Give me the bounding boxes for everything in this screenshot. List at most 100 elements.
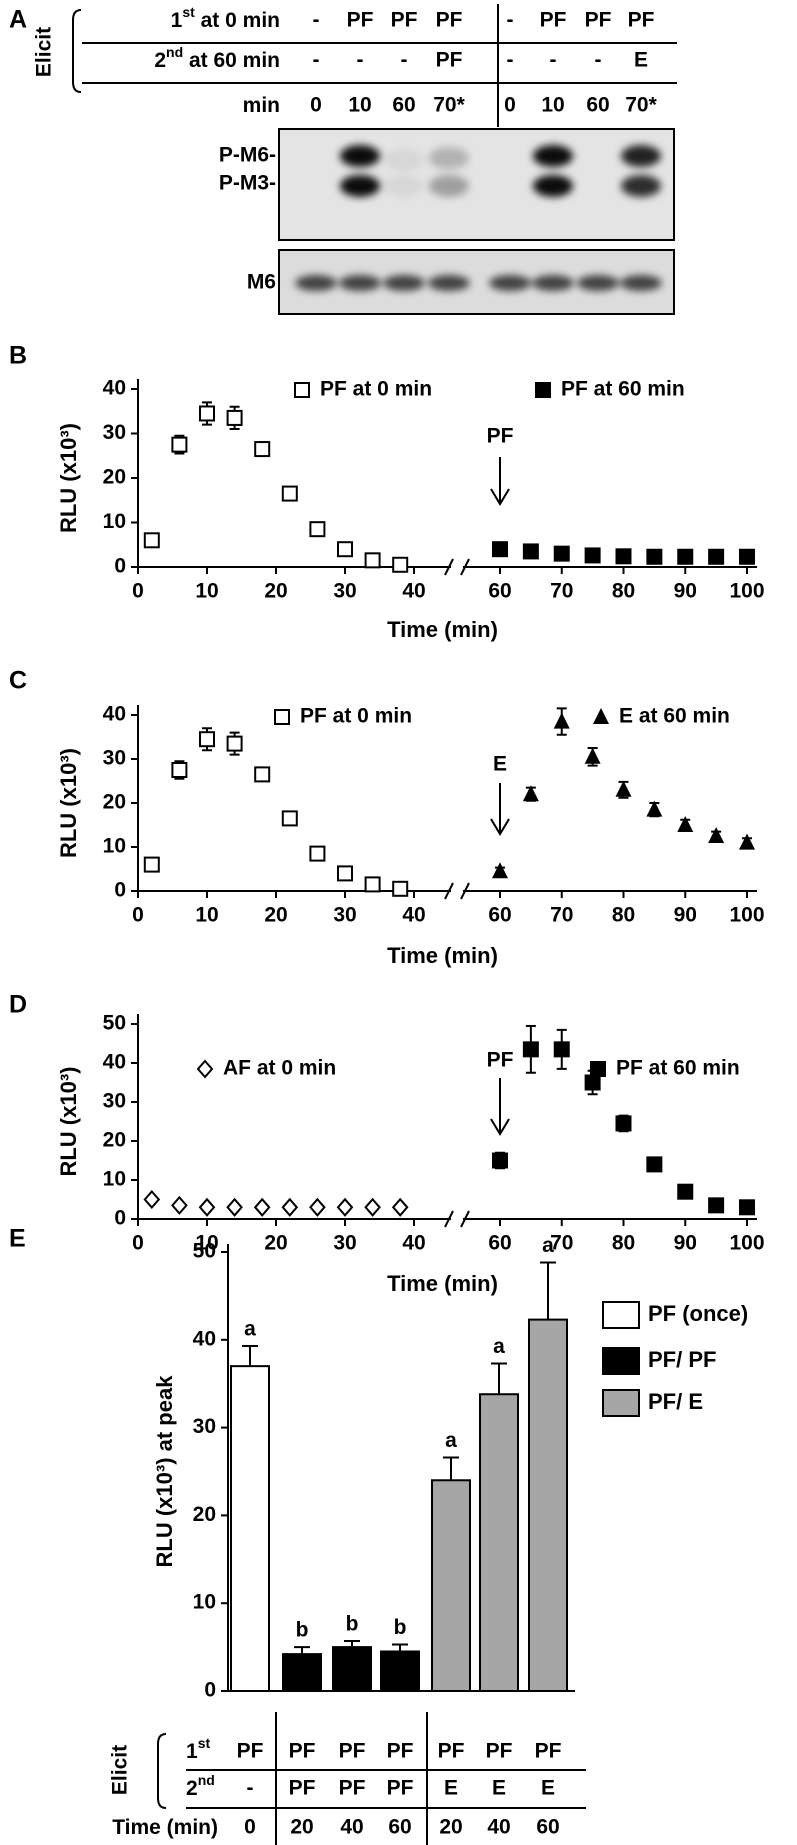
x-tick-label: 90 — [674, 580, 697, 603]
y-tick-label: 50 — [193, 1240, 216, 1263]
cell: - — [507, 9, 514, 32]
annotation: E — [493, 753, 507, 776]
band — [384, 149, 424, 171]
band — [620, 275, 662, 291]
x-axis-label: Time (min) — [387, 617, 498, 642]
annotation: PF — [487, 425, 514, 448]
band — [532, 275, 574, 291]
x-tick-label: 90 — [674, 904, 697, 927]
x-axis-label: Time (min) — [387, 1271, 498, 1296]
marker — [677, 816, 694, 832]
cell: 0 — [310, 94, 322, 117]
x-tick-label: 10 — [195, 904, 218, 927]
x-tick-label: 100 — [729, 580, 764, 603]
row-label-part: nd — [198, 1772, 215, 1788]
legend-marker — [274, 709, 290, 725]
y-tick-label: 10 — [103, 835, 126, 858]
elicit-label: Elicit — [109, 1745, 132, 1795]
y-tick-label: 0 — [204, 1679, 216, 1702]
legend-label: PF/ PF — [648, 1347, 716, 1372]
bar — [230, 1365, 270, 1692]
legend-label: PF (once) — [648, 1301, 748, 1326]
cell: E — [634, 49, 648, 72]
y-tick-label: 30 — [193, 1415, 216, 1438]
marker — [492, 1152, 508, 1169]
y-tick-label: 10 — [103, 510, 126, 533]
marker — [143, 1189, 161, 1210]
x-tick-label: 100 — [729, 1232, 764, 1255]
blot-panel — [278, 128, 675, 315]
band — [577, 275, 619, 291]
row-label: Time (min) — [112, 1816, 218, 1839]
marker — [226, 409, 243, 426]
legend-swatch — [602, 1389, 640, 1417]
y-tick-label: 40 — [103, 1051, 126, 1074]
bar — [528, 1318, 568, 1692]
marker — [584, 747, 601, 764]
y-tick-label: 40 — [193, 1327, 216, 1350]
band — [533, 145, 573, 167]
band — [621, 145, 661, 167]
bar — [431, 1479, 471, 1693]
row-label-part: 2 — [154, 49, 166, 72]
significance-letter: a — [542, 1234, 554, 1257]
marker — [739, 833, 755, 850]
significance-letter: a — [244, 1317, 256, 1340]
marker — [337, 865, 353, 882]
x-tick-label: 40 — [402, 904, 425, 927]
x-tick-label: 70 — [550, 904, 573, 927]
cell: PF — [436, 9, 463, 32]
legend-label: PF at 60 min — [616, 1057, 740, 1080]
y-tick-label: 0 — [114, 555, 126, 578]
cell: 10 — [541, 94, 564, 117]
y-tick-label: 10 — [193, 1591, 216, 1614]
x-tick-label: 80 — [612, 1232, 635, 1255]
marker — [199, 405, 215, 422]
row-label-part: st — [198, 1735, 211, 1751]
cell: PF — [486, 1740, 513, 1763]
legend-label: PF/ E — [648, 1389, 703, 1414]
marker — [646, 1156, 663, 1173]
row-label-part: min — [243, 94, 280, 117]
row-label-part: 1 — [171, 9, 183, 32]
arrow — [490, 783, 510, 836]
blot-label: P-M3- — [219, 172, 276, 195]
band — [384, 175, 424, 197]
row-label: 2nd — [186, 1772, 215, 1800]
marker — [522, 785, 539, 802]
cell: PF — [237, 1740, 264, 1763]
marker — [615, 1115, 632, 1132]
row-label: min — [243, 94, 280, 117]
marker — [226, 1197, 243, 1217]
marker — [254, 441, 271, 458]
error-bar — [294, 1646, 310, 1655]
cell: 0 — [504, 94, 516, 117]
blot-bands — [295, 145, 662, 291]
x-tick-label: 80 — [612, 904, 635, 927]
significance-letter: b — [296, 1619, 309, 1642]
significance-letter: a — [493, 1335, 505, 1358]
row-label: 1st at 0 min — [171, 4, 280, 32]
cell: PF — [289, 1740, 316, 1763]
marker — [739, 548, 755, 565]
marker — [677, 548, 694, 565]
cell: PF — [436, 49, 463, 72]
cell: 20 — [290, 1816, 313, 1839]
band — [383, 275, 425, 291]
cell: 40 — [487, 1816, 510, 1839]
y-tick-label: 30 — [103, 747, 126, 770]
bracket — [72, 9, 82, 93]
marker — [171, 762, 188, 778]
y-tick-label: 40 — [103, 377, 126, 400]
cell: PF — [347, 9, 374, 32]
x-tick-label: 40 — [402, 1232, 425, 1255]
band — [429, 175, 469, 197]
cell: PF — [339, 1740, 366, 1763]
loading-label: M6 — [247, 271, 276, 294]
significance-letter: a — [445, 1429, 457, 1452]
legend-marker — [590, 1061, 606, 1077]
cell: - — [313, 9, 320, 32]
marker — [364, 552, 381, 569]
y-tick-label: 0 — [114, 879, 126, 902]
cell: PF — [585, 9, 612, 32]
